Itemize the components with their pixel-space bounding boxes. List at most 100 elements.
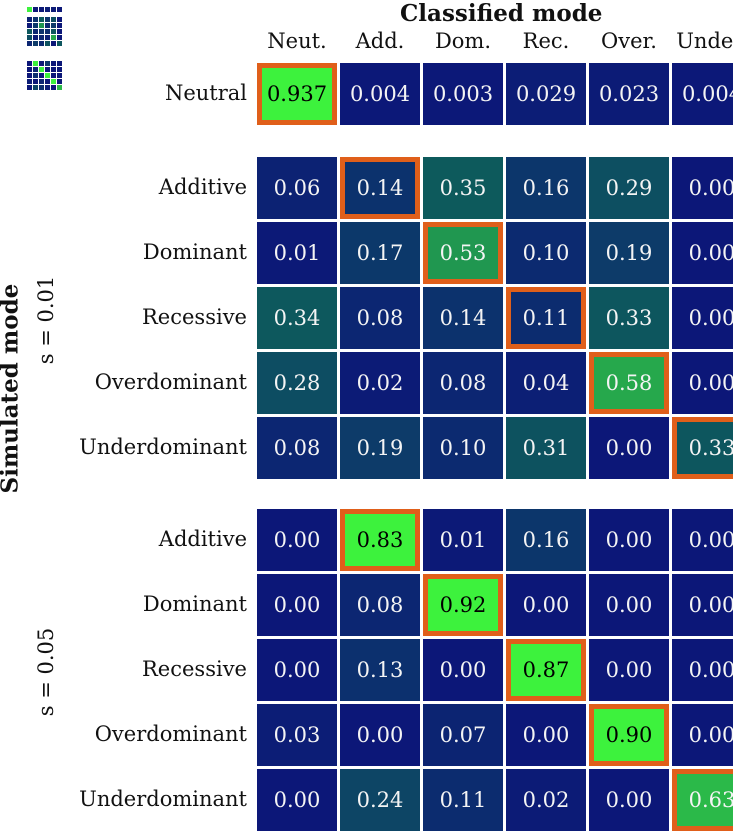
thumbnail-cell (45, 67, 50, 72)
heatmap-cell: 0.01 (423, 509, 503, 571)
thumbnail-cell (57, 61, 62, 66)
heatmap-cell: 0.58 (589, 352, 669, 414)
heatmap-cell: 0.19 (340, 417, 420, 479)
thumbnail-cell (45, 7, 50, 12)
heatmap-cell: 0.13 (340, 639, 420, 701)
heatmap-cell: 0.90 (589, 704, 669, 766)
thumbnail-cell (51, 73, 56, 78)
heatmap-cell: 0.00 (257, 639, 337, 701)
heatmap-cell: 0.02 (340, 352, 420, 414)
thumbnail-cell (39, 67, 44, 72)
thumbnail-cell (33, 67, 38, 72)
heatmap-cell: 0.029 (506, 63, 586, 125)
thumbnail-cell (57, 35, 62, 40)
heatmap-cell: 0.31 (506, 417, 586, 479)
heatmap-cell: 0.023 (589, 63, 669, 125)
heatmap-cell: 0.00 (340, 704, 420, 766)
heatmap-cell: 0.00 (257, 574, 337, 636)
thumbnail-cell (57, 67, 62, 72)
thumbnail-cell (27, 17, 32, 22)
row-label: Neutral (164, 81, 247, 105)
heatmap-cell: 0.003 (423, 63, 503, 125)
thumbnail-cell (51, 85, 56, 90)
heatmap-cell: 0.02 (506, 769, 586, 831)
thumbnail-cell (33, 7, 38, 12)
thumbnail-cell (39, 7, 44, 12)
heatmap-cell: 0.14 (340, 157, 420, 219)
thumbnail-cell (39, 41, 44, 46)
thumbnail-cell (45, 61, 50, 66)
heatmap-cell: 0.00 (672, 704, 733, 766)
thumbnail-cell (39, 17, 44, 22)
heatmap-cell: 0.19 (589, 222, 669, 284)
thumbnail-cell (39, 23, 44, 28)
column-header: Under. (676, 29, 733, 53)
thumbnail-cell (57, 41, 62, 46)
heatmap-cell: 0.08 (423, 352, 503, 414)
heatmap-cell: 0.29 (589, 157, 669, 219)
heatmap-cell: 0.00 (589, 769, 669, 831)
thumbnail-cell (45, 17, 50, 22)
thumbnail-cell (45, 41, 50, 46)
row-label: Additive (158, 175, 247, 199)
thumbnail-cell (33, 41, 38, 46)
heatmap-cell: 0.83 (340, 509, 420, 571)
row-label: Dominant (142, 592, 247, 616)
heatmap-cell: 0.10 (423, 417, 503, 479)
heatmap-cell: 0.04 (506, 352, 586, 414)
heatmap-cell: 0.34 (257, 287, 337, 349)
thumbnail-cell (39, 61, 44, 66)
thumbnail-cell (27, 23, 32, 28)
thumbnail-cell (39, 29, 44, 34)
heatmap-cell: 0.92 (423, 574, 503, 636)
row-label: Underdominant (79, 435, 247, 459)
heatmap-cell: 0.08 (340, 574, 420, 636)
heatmap-cell: 0.06 (257, 157, 337, 219)
heatmap-cell: 0.00 (257, 769, 337, 831)
heatmap-cell: 0.28 (257, 352, 337, 414)
heatmap-cell: 0.00 (672, 287, 733, 349)
thumbnail-cell (45, 29, 50, 34)
thumbnail-cell (51, 17, 56, 22)
heatmap-cell: 0.33 (589, 287, 669, 349)
thumbnail-cell (33, 23, 38, 28)
heatmap-cell: 0.08 (340, 287, 420, 349)
heatmap-cell: 0.00 (589, 574, 669, 636)
heatmap-cell: 0.33 (672, 417, 733, 479)
row-label: Recessive (142, 305, 247, 329)
heatmap-cell: 0.00 (589, 639, 669, 701)
thumbnail-cell (45, 23, 50, 28)
thumbnail-cell (45, 79, 50, 84)
thumbnail-cell (51, 29, 56, 34)
column-header: Dom. (434, 29, 492, 53)
thumbnail-cell (27, 85, 32, 90)
heatmap-cell: 0.16 (506, 509, 586, 571)
thumbnail-cell (39, 35, 44, 40)
thumbnail-cell (57, 85, 62, 90)
column-header: Over. (601, 29, 657, 53)
heatmap-cell: 0.63 (672, 769, 733, 831)
heatmap-cell: 0.24 (340, 769, 420, 831)
thumbnail-cell (33, 61, 38, 66)
thumbnail-cell (39, 73, 44, 78)
column-header: Neut. (267, 29, 327, 53)
row-label: Overdominant (94, 370, 247, 394)
heatmap-cell: 0.11 (506, 287, 586, 349)
thumbnail-cell (33, 35, 38, 40)
heatmap-cell: 0.11 (423, 769, 503, 831)
thumbnail-cell (27, 29, 32, 34)
thumbnail-cell (27, 35, 32, 40)
thumbnail-cell (51, 41, 56, 46)
thumbnail-cell (51, 23, 56, 28)
heatmap-cell: 0.35 (423, 157, 503, 219)
heatmap-cell: 0.00 (589, 509, 669, 571)
column-header: Add. (355, 29, 405, 53)
row-label: Overdominant (94, 722, 247, 746)
heatmap-cell: 0.53 (423, 222, 503, 284)
heatmap-cell: 0.004 (672, 63, 733, 125)
thumbnail-cell (57, 17, 62, 22)
thumbnail-cell (45, 35, 50, 40)
heatmap-cell: 0.16 (506, 157, 586, 219)
heatmap-cell: 0.01 (257, 222, 337, 284)
heatmap-cell: 0.00 (589, 417, 669, 479)
